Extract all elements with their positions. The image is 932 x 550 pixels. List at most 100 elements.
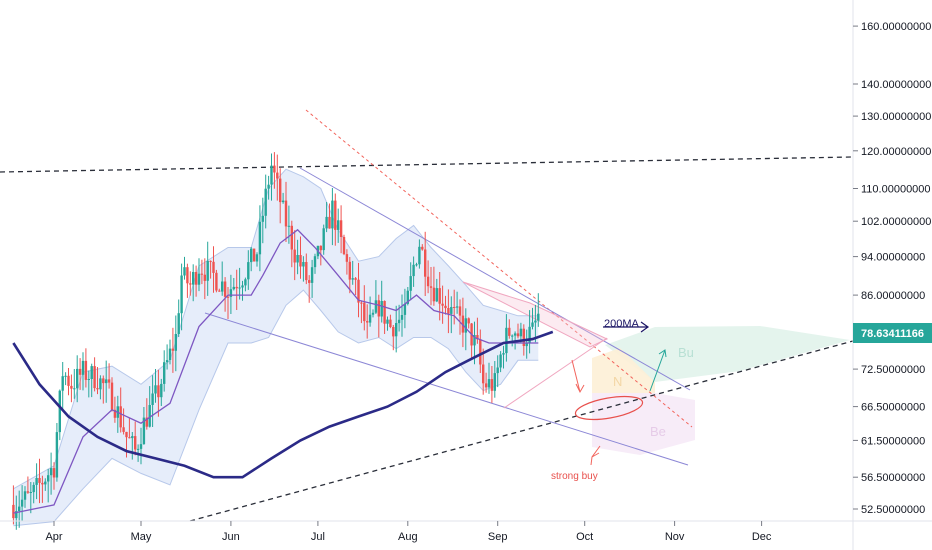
candle-body [229,289,233,297]
candle-body [531,322,534,327]
zone-bear [592,393,695,455]
time-tick-label: Jul [311,531,325,543]
price-axis-ticks: 160.00000000 140.00000000 130.00000000 120.… [853,21,931,516]
time-tick-label: Oct [576,531,593,543]
candle-body [476,335,479,340]
candle-body [508,327,511,336]
candle-body [525,342,528,347]
candle-body [383,301,386,324]
candle-body [81,360,85,375]
price-tick-label: 120.00000000 [861,146,931,158]
candle-body [87,379,90,380]
candle-body [415,264,418,266]
candle-body [157,385,160,398]
resistance-horizontal-line [0,156,854,173]
candle-body [29,492,32,493]
candle-body [32,484,35,493]
candle-body [392,327,395,337]
candle-body [267,184,270,189]
strong-buy-ellipse [574,395,644,421]
candle-body [49,468,53,476]
candle-body [421,246,424,250]
candle-body [389,319,392,327]
strong-buy-label: strong buy [551,471,598,482]
candle-body [270,165,273,185]
red-dotted-trend-line [305,109,693,428]
candle-body [212,261,215,273]
time-tick-label: Dec [752,531,772,543]
annotations: 200MA Bu N Be strong buy [551,318,694,482]
candle-body [26,491,30,493]
candle-body [519,328,523,337]
time-tick-label: Apr [45,531,62,543]
channel-upper-line [299,167,691,391]
last-price-label: 78.63411166 [861,328,924,340]
candle-body [499,354,502,368]
candle-body [250,248,253,263]
candle-body [235,286,238,289]
candle-body [426,276,430,287]
price-tick-label: 130.00000000 [861,111,931,123]
candle-body [395,323,398,337]
channel-lower-line [204,312,689,466]
up-arrow-icon [649,349,667,392]
candle-body [44,481,47,485]
candle-body [505,327,508,354]
zone-bull-label: Bu [678,345,694,360]
candle-body [203,274,206,281]
candle-body [464,318,467,333]
candle-body [528,326,531,343]
candle-body [366,321,369,323]
price-tick-label: 160.00000000 [861,21,931,33]
candle-body [363,302,366,322]
candle-body [171,348,175,351]
candle-body [110,382,114,410]
candle-body [342,237,346,255]
candle-body [180,275,183,314]
candle-body [160,383,163,398]
candle-body [76,368,79,389]
candle-body [78,368,82,375]
price-tick-label: 66.50000000 [861,402,925,414]
strong-buy-pointer [590,445,601,466]
candle-body [482,364,485,384]
candle-body [284,200,288,227]
candle-body [113,409,117,418]
candle-body [441,303,444,306]
candle-body [281,200,285,203]
price-tick-label: 140.00000000 [861,79,931,91]
candle-body [15,511,18,519]
candle-body [232,286,235,290]
candle-body [12,504,15,519]
candle-body [444,305,447,309]
candle-body [479,339,482,365]
candle-body [325,216,328,229]
candle-body [183,267,186,276]
candle-body [368,314,372,323]
candle-body [516,333,520,337]
candle-body [215,272,218,291]
candle-body [252,248,256,262]
candle-body [447,308,450,314]
candle-body [276,172,279,179]
candle-body [174,334,177,351]
candle-body [38,478,41,483]
candle-body [490,379,494,391]
scenario-zones [592,326,850,455]
ma200-arrow-icon [603,321,650,333]
candle-body [409,276,412,291]
candle-body [134,436,137,450]
candle-body [107,379,111,383]
time-tick-label: Sep [488,531,508,543]
candle-body [238,287,241,289]
candle-body [186,267,189,284]
candle-body [105,379,108,384]
candle-body [41,482,44,485]
zone-bear-label: Be [650,424,666,439]
candle-body [406,290,409,304]
zone-neutral-label: N [613,374,622,389]
candle-body [455,306,459,308]
candle-body [513,333,517,336]
